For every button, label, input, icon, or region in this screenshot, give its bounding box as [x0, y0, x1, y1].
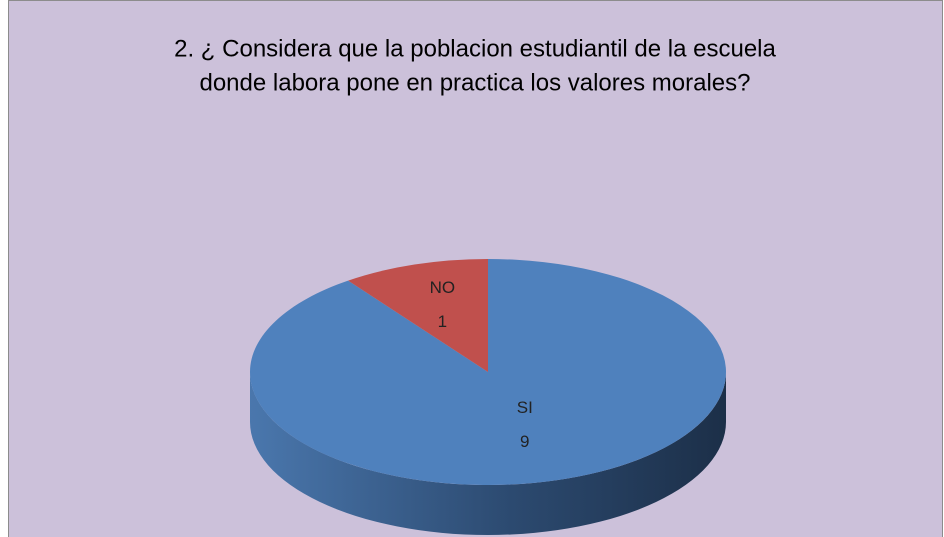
slice-label: SI: [517, 398, 533, 417]
slice-label: NO: [430, 278, 456, 297]
slice-value: 1: [438, 312, 447, 331]
slice-value: 9: [520, 432, 529, 451]
chart-title: 2. ¿ Considera que la poblacion estudian…: [174, 35, 776, 62]
chart-title: donde labora pone en practica los valore…: [199, 69, 750, 96]
pie-side: [250, 372, 726, 535]
pie-slice: [348, 259, 488, 372]
